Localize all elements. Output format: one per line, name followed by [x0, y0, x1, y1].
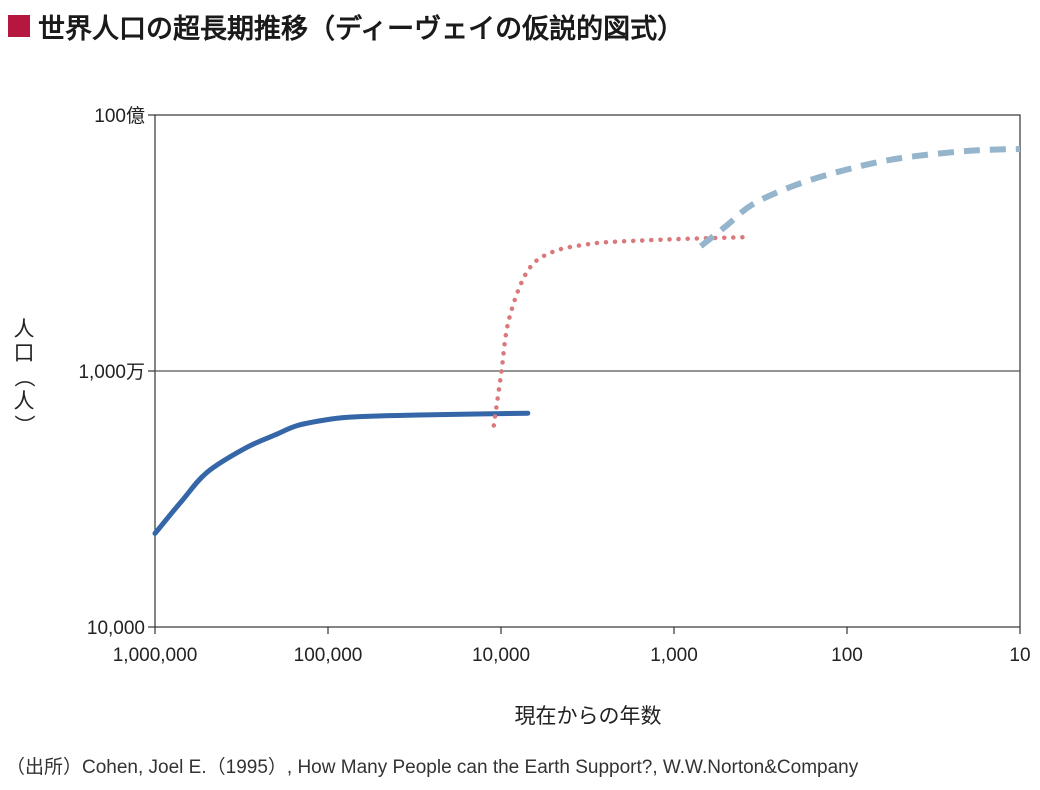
series-line-2-dotted: [491, 234, 746, 428]
y-axis-title-char: （: [12, 367, 36, 388]
source-note: （出所）Cohen, Joel E.（1995）, How Many Peopl…: [6, 757, 859, 778]
title-marker-square: [8, 15, 30, 37]
series-line-1-solid: [152, 410, 531, 536]
series-line-3-dashed: [698, 146, 1021, 249]
x-axis-title: 現在からの年数: [515, 704, 662, 728]
y-axis-title-char: 人: [14, 317, 35, 341]
y-tick-label: 10,000: [87, 618, 145, 639]
x-tick-label: 10,000: [472, 645, 530, 666]
y-axis-title-char: ）: [12, 415, 36, 436]
chart-title-block: 世界人口の超長期推移（ディーヴェイの仮説的図式）: [8, 6, 684, 46]
y-axis-title-char: 人: [14, 389, 35, 413]
y-tick-label: 1,000万: [78, 362, 145, 383]
y-axis-title: 人口（人）: [12, 317, 36, 436]
y-axis-title-char: 口: [14, 341, 35, 365]
x-tick-label: 10: [1009, 645, 1030, 666]
x-tick-label: 100: [831, 645, 863, 666]
x-tick-label: 1,000,000: [113, 645, 198, 666]
y-tick-label: 100億: [94, 105, 145, 127]
x-tick-label: 1,000: [650, 645, 698, 666]
chart-title: 世界人口の超長期推移（ディーヴェイの仮説的図式）: [38, 13, 685, 45]
x-tick-label: 100,000: [294, 645, 363, 666]
